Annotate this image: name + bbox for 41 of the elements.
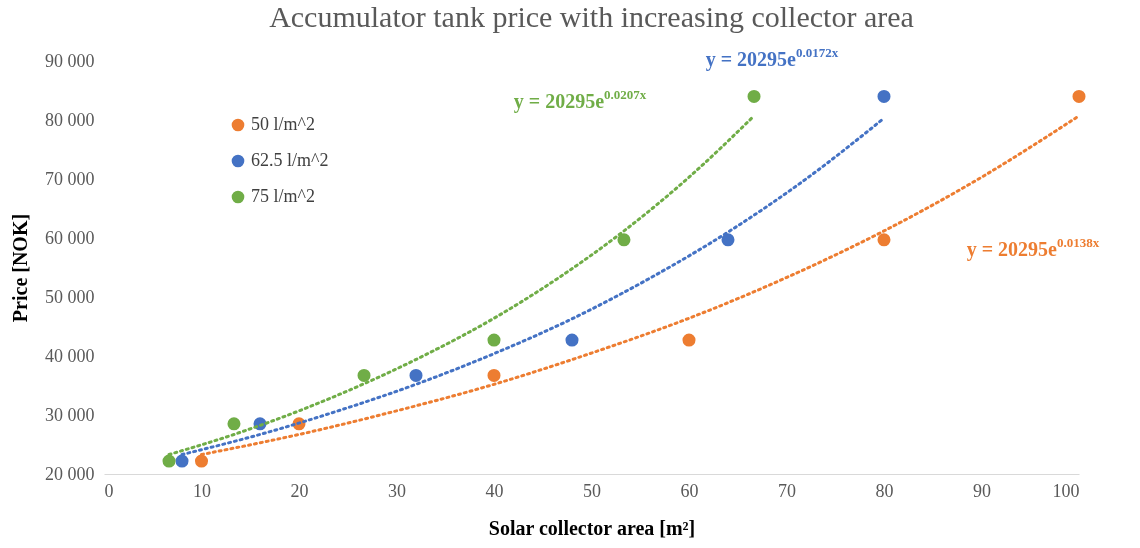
y-tick-label: 40 000 <box>45 345 95 366</box>
y-tick-label: 50 000 <box>45 286 95 307</box>
point <box>721 233 735 247</box>
chart-title: Accumulator tank price with increasing collector area <box>269 0 914 34</box>
x-tick-label: 0 <box>104 480 114 501</box>
x-tick-label: 80 <box>875 480 894 501</box>
y-tick-label: 70 000 <box>45 168 95 189</box>
point <box>1072 89 1086 103</box>
y-tick-label: 20 000 <box>45 463 95 484</box>
x-tick-label: 60 <box>680 480 699 501</box>
point <box>194 454 209 468</box>
point <box>877 89 891 103</box>
y-axis-title: Price [NOK] <box>9 213 31 323</box>
point <box>175 454 189 468</box>
x-axis-title: Solar collector area [m²] <box>488 516 696 539</box>
x-tick-label: 10 <box>193 480 211 501</box>
x-tick-label: 20 <box>290 480 309 501</box>
point <box>617 233 631 247</box>
point <box>357 368 371 382</box>
point <box>227 417 241 431</box>
legend-label: 75 l/m^2 <box>251 186 315 206</box>
point <box>487 368 501 382</box>
point <box>487 333 501 347</box>
x-tick-label: 100 <box>1052 480 1080 501</box>
x-tick-label: 70 <box>778 480 796 501</box>
point <box>682 333 696 347</box>
point <box>162 454 176 468</box>
y-tick-label: 30 000 <box>45 404 95 425</box>
x-tick-label: 90 <box>973 480 991 501</box>
point <box>747 89 761 103</box>
legend-label: 62.5 l/m^2 <box>251 150 329 170</box>
y-tick-label: 90 000 <box>45 50 95 71</box>
x-tick-label: 40 <box>485 480 504 501</box>
x-tick-label: 50 <box>583 480 601 501</box>
y-tick-label: 60 000 <box>45 227 95 248</box>
legend-label: 50 l/m^2 <box>251 114 315 134</box>
y-tick-label: 80 000 <box>45 109 95 130</box>
point <box>409 368 423 382</box>
point <box>565 333 579 347</box>
point <box>877 233 891 247</box>
x-tick-label: 30 <box>388 480 406 501</box>
